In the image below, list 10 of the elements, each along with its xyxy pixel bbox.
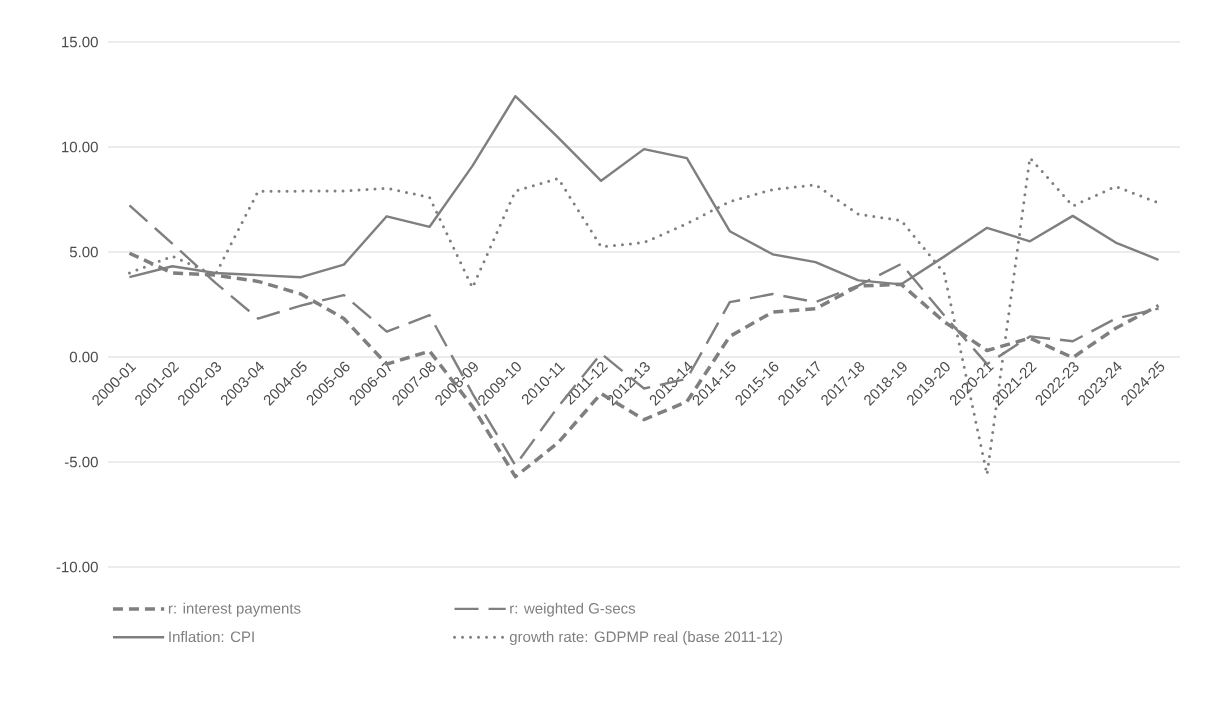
- legend-label: r: interest payments: [168, 602, 301, 617]
- legend-label: Inflation: CPI: [169, 631, 254, 643]
- y-tick-label: 5.00: [69, 246, 98, 258]
- y-tick-label: 10.00: [62, 141, 98, 153]
- y-tick-label: -5.00: [64, 456, 98, 468]
- y-tick-label: 0.00: [69, 351, 98, 363]
- legend-label: growth rate: GDPMP real (base 2011-12): [509, 631, 783, 646]
- y-tick-label: -10.00: [56, 561, 98, 573]
- legend-label: r: weighted G-secs: [510, 602, 636, 617]
- y-tick-label: 15.00: [62, 36, 98, 48]
